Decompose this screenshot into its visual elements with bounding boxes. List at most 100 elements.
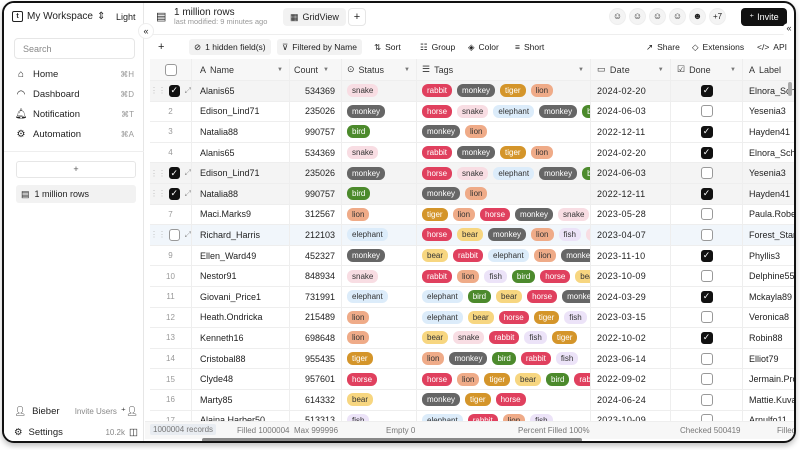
status-cell[interactable]: tiger bbox=[342, 348, 417, 369]
github-icon[interactable]: ◫ bbox=[129, 427, 138, 438]
share-button[interactable]: ↗ Share bbox=[641, 39, 685, 55]
done-checkbox[interactable] bbox=[700, 311, 713, 324]
vertical-scrollbar[interactable] bbox=[788, 82, 792, 96]
date-cell[interactable]: 2023-04-07 bbox=[591, 225, 671, 245]
date-cell[interactable]: 2024-06-03 bbox=[591, 163, 671, 183]
done-checkbox[interactable] bbox=[700, 228, 713, 241]
count-cell[interactable]: 990757 bbox=[290, 184, 342, 204]
expand-icon[interactable]: ⤢ bbox=[184, 188, 191, 198]
status-cell[interactable]: lion bbox=[342, 204, 417, 225]
name-cell[interactable]: Heath.Ondricka bbox=[192, 307, 290, 328]
count-cell[interactable]: 614332 bbox=[290, 390, 342, 410]
name-cell[interactable]: Alanis65 bbox=[192, 81, 290, 101]
tags-cell[interactable]: rabbit monkey tiger lion bbox=[417, 142, 591, 163]
row-checkbox[interactable]: ✓ bbox=[169, 84, 180, 97]
done-checkbox[interactable]: ✓ bbox=[700, 331, 713, 344]
status-cell[interactable]: snake bbox=[342, 266, 417, 286]
tags-cell[interactable]: rabbit lion fish bird horse bear bbox=[417, 266, 591, 286]
label-cell[interactable]: Yesenia3 bbox=[749, 168, 786, 179]
table-row[interactable]: 12 Heath.Ondricka 215489 lion elephant bear ho… bbox=[150, 307, 794, 329]
theme-toggle[interactable]: Light bbox=[116, 12, 136, 22]
user-name[interactable]: Bieber bbox=[32, 406, 60, 417]
tags-cell[interactable]: horse lion tiger bear bird rabbit bbox=[417, 369, 591, 389]
name-cell[interactable]: Clyde48 bbox=[192, 369, 290, 389]
expand-icon[interactable]: ⤢ bbox=[184, 168, 191, 178]
invite-users-link[interactable]: Invite Users bbox=[74, 407, 117, 416]
caret-down-icon[interactable]: ▼ bbox=[730, 66, 736, 73]
label-cell[interactable]: Forest_Stark bbox=[749, 229, 796, 240]
drag-handle-icon[interactable]: ⋮⋮ bbox=[150, 189, 166, 199]
done-checkbox[interactable]: ✓ bbox=[700, 146, 713, 159]
table-row[interactable]: ⋮⋮ ✓ ⤢ Natalia88 990757 bird monkey lion 2022-12… bbox=[150, 184, 794, 205]
status-cell[interactable]: elephant bbox=[342, 287, 417, 307]
group-button[interactable]: ☷ Group bbox=[415, 39, 460, 55]
add-view-button[interactable]: + bbox=[348, 8, 366, 26]
label-cell[interactable]: Jermain.Pro bbox=[749, 374, 796, 385]
horizontal-scrollbar[interactable] bbox=[202, 438, 582, 441]
invite-button[interactable]: ⁺ Invite bbox=[741, 8, 787, 26]
count-cell[interactable]: 235026 bbox=[290, 101, 342, 122]
date-cell[interactable]: 2022-12-11 bbox=[591, 184, 671, 204]
column-header-status[interactable]: ⊙ Status ▼ bbox=[342, 59, 417, 80]
label-cell[interactable]: Yesenia3 bbox=[749, 106, 786, 117]
name-cell[interactable]: Alaina.Harber50 bbox=[192, 410, 290, 431]
table-row[interactable]: 9 Ellen_Ward49 452327 monkey bear rabbit eleph… bbox=[150, 245, 794, 267]
name-cell[interactable]: Maci.Marks9 bbox=[192, 204, 290, 225]
label-cell[interactable]: Mckayla89 bbox=[749, 291, 793, 302]
extensions-button[interactable]: ◇ Extensions bbox=[687, 39, 749, 55]
count-cell[interactable]: 513313 bbox=[290, 410, 342, 431]
tags-cell[interactable]: monkey lion bbox=[417, 184, 591, 204]
name-cell[interactable]: Ellen_Ward49 bbox=[192, 245, 290, 266]
label-cell[interactable]: Hayden41 bbox=[749, 188, 791, 199]
avatar[interactable]: ☺ bbox=[669, 8, 686, 25]
label-cell[interactable]: Paula.Robel- bbox=[749, 209, 796, 220]
tags-cell[interactable]: horse bear monkey lion fish snake bbox=[417, 225, 591, 245]
date-cell[interactable]: 2024-06-24 bbox=[591, 390, 671, 410]
count-cell[interactable]: 731991 bbox=[290, 287, 342, 307]
caret-down-icon[interactable]: ▼ bbox=[657, 66, 664, 73]
count-cell[interactable]: 698648 bbox=[290, 328, 342, 348]
status-cell[interactable]: lion bbox=[342, 307, 417, 328]
avatar[interactable]: ☺ bbox=[649, 8, 666, 25]
date-cell[interactable]: 2023-05-28 bbox=[591, 204, 671, 225]
table-row[interactable]: 4 Alanis65 534369 snake rabbit monkey tiger lio… bbox=[150, 142, 794, 164]
add-table-button[interactable]: + bbox=[16, 161, 136, 178]
label-cell[interactable]: Arnulfo11 bbox=[743, 411, 794, 431]
label-cell[interactable]: Delphine55 bbox=[749, 271, 795, 282]
status-cell[interactable]: horse bbox=[342, 369, 417, 389]
add-user-icon[interactable]: ⁺👤︎ bbox=[120, 406, 138, 417]
name-cell[interactable]: Alanis65 bbox=[192, 142, 290, 163]
caret-down-icon[interactable]: ▼ bbox=[404, 66, 410, 73]
api-button[interactable]: </> API bbox=[752, 39, 792, 55]
count-cell[interactable]: 212103 bbox=[290, 225, 342, 245]
done-checkbox[interactable] bbox=[700, 105, 713, 118]
name-cell[interactable]: Natalia88 bbox=[192, 184, 290, 204]
color-button[interactable]: ◈ Color bbox=[463, 39, 504, 55]
date-cell[interactable]: 2022-09-02 bbox=[591, 369, 671, 389]
avatar[interactable]: ☻ bbox=[689, 8, 706, 25]
done-checkbox[interactable] bbox=[700, 393, 713, 406]
column-header-label[interactable]: A Label bbox=[743, 59, 794, 80]
status-cell[interactable]: snake bbox=[342, 81, 417, 101]
table-row[interactable]: ⋮⋮ ⤢ Richard_Harris 212103 elephant horse bear… bbox=[150, 225, 796, 246]
done-checkbox[interactable] bbox=[700, 270, 713, 283]
tags-cell[interactable]: bear rabbit elephant lion monkey bbox=[417, 245, 591, 266]
settings-link[interactable]: Settings bbox=[28, 427, 63, 438]
row-checkbox[interactable]: ✓ bbox=[169, 167, 180, 180]
table-row[interactable]: ⋮⋮ ✓ ⤢ Alanis65 534369 snake rabbit monkey tiger… bbox=[150, 81, 794, 102]
count-cell[interactable]: 215489 bbox=[290, 307, 342, 328]
sidebar-item-notification[interactable]: 🔔︎ Notification ⌘T bbox=[14, 105, 134, 123]
caret-down-icon[interactable]: ▼ bbox=[323, 66, 329, 73]
sidebar-item-automation[interactable]: ⚙ Automation ⌘A bbox=[14, 125, 134, 143]
tags-cell[interactable]: monkey tiger horse bbox=[417, 390, 591, 410]
count-cell[interactable]: 990757 bbox=[290, 122, 342, 142]
label-cell[interactable]: Phyllis3 bbox=[749, 250, 781, 261]
hidden-fields-button[interactable]: ⊘ 1 hidden field(s) bbox=[189, 39, 271, 55]
search-input[interactable]: Search bbox=[14, 38, 135, 59]
table-row[interactable]: 16 Marty85 614332 bear monkey tiger horse 2024-… bbox=[150, 390, 794, 411]
expand-icon[interactable]: ⤢ bbox=[184, 85, 191, 95]
tags-cell[interactable]: lion monkey bird rabbit fish bbox=[417, 348, 591, 369]
count-cell[interactable]: 534369 bbox=[290, 81, 342, 101]
done-checkbox[interactable] bbox=[700, 352, 713, 365]
date-cell[interactable]: 2024-02-20 bbox=[591, 81, 671, 101]
